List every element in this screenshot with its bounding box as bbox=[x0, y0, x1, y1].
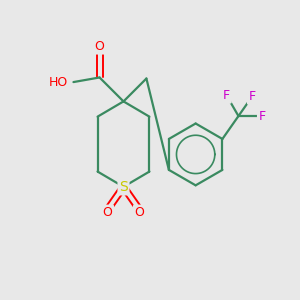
Text: O: O bbox=[94, 40, 104, 53]
Text: O: O bbox=[103, 206, 112, 219]
Text: F: F bbox=[259, 110, 266, 122]
Text: S: S bbox=[119, 180, 128, 194]
Text: F: F bbox=[248, 90, 256, 103]
Text: F: F bbox=[223, 89, 230, 102]
Text: HO: HO bbox=[49, 76, 68, 88]
Text: O: O bbox=[134, 206, 144, 219]
